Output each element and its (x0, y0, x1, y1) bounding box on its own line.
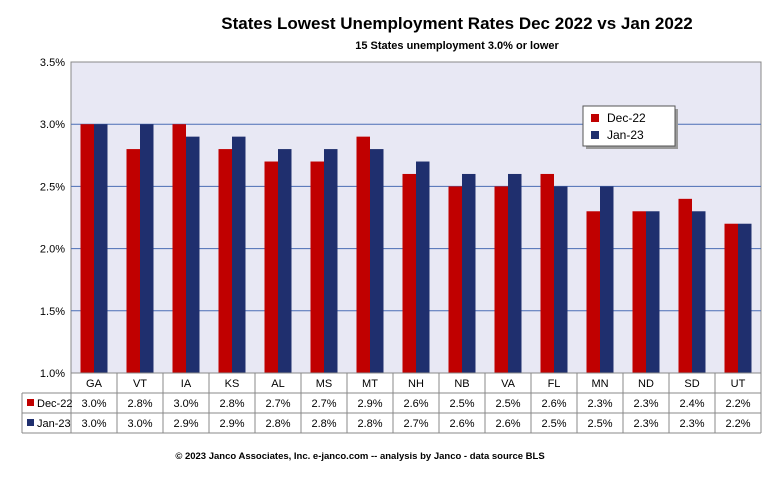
bar-Dec-22-FL (540, 173, 554, 373)
bar-Dec-22-GA (80, 124, 94, 373)
data-label: 2.6% (541, 398, 566, 410)
data-label: 2.3% (587, 398, 612, 410)
legend-label: Jan-23 (607, 128, 644, 142)
y-tick-label: 2.0% (40, 244, 65, 256)
data-label: 2.7% (265, 398, 290, 410)
legend-label: Dec-22 (607, 111, 646, 125)
bar-Jan-23-VA (508, 173, 522, 373)
bar-Dec-22-MT (356, 136, 370, 373)
bar-Dec-22-VT (126, 149, 140, 373)
bar-Jan-23-ND (646, 211, 660, 373)
bar-Jan-23-NB (462, 173, 476, 373)
y-tick-label: 3.0% (40, 119, 65, 131)
bar-Jan-23-IA (186, 136, 200, 373)
data-label: 2.8% (357, 418, 382, 430)
bar-Jan-23-AL (278, 149, 292, 373)
y-tick-label: 2.5% (40, 181, 65, 193)
table-series-label: Dec-22 (37, 398, 72, 410)
x-tick-label: ND (638, 378, 654, 390)
x-tick-label: NH (408, 378, 424, 390)
data-label: 2.6% (495, 418, 520, 430)
legend-key-Dec-22 (591, 114, 599, 122)
x-tick-label: KS (225, 378, 240, 390)
x-tick-label: MS (316, 378, 333, 390)
legend-box (582, 105, 676, 147)
x-tick-label: GA (86, 378, 103, 390)
bar-Jan-23-MN (600, 186, 614, 373)
bar-Jan-23-GA (94, 124, 108, 373)
bar-Dec-22-KS (218, 149, 232, 373)
bar-Jan-23-UT (738, 223, 752, 373)
bar-Dec-22-UT (724, 223, 738, 373)
data-label: 2.7% (403, 418, 428, 430)
data-label: 2.5% (449, 398, 474, 410)
chart-subtitle: 15 States unemployment 3.0% or lower (355, 40, 559, 52)
data-label: 2.2% (725, 418, 750, 430)
bar-Dec-22-IA (172, 124, 186, 373)
data-label: 2.6% (403, 398, 428, 410)
data-label: 2.8% (265, 418, 290, 430)
y-tick-label: 3.5% (40, 57, 65, 69)
data-label: 2.8% (311, 418, 336, 430)
x-tick-label: MN (591, 378, 608, 390)
bar-Jan-23-MS (324, 149, 338, 373)
x-tick-label: IA (181, 378, 192, 390)
bar-Jan-23-VT (140, 124, 154, 373)
legend: Dec-22 Jan-23 (582, 105, 678, 149)
data-label: 2.3% (633, 398, 658, 410)
data-label: 2.9% (173, 418, 198, 430)
bar-Jan-23-FL (554, 186, 568, 373)
bar-Dec-22-NB (448, 186, 462, 373)
x-tick-label: VA (501, 378, 516, 390)
x-tick-label: NB (454, 378, 469, 390)
data-label: 2.9% (219, 418, 244, 430)
bar-Dec-22-SD (678, 198, 692, 373)
data-label: 2.7% (311, 398, 336, 410)
x-tick-label: UT (731, 378, 746, 390)
x-tick-label: MT (362, 378, 378, 390)
x-tick-label: AL (271, 378, 284, 390)
y-tick-label: 1.5% (40, 306, 65, 318)
bar-Jan-23-NH (416, 161, 430, 373)
bar-Dec-22-ND (632, 211, 646, 373)
bar-Dec-22-VA (494, 186, 508, 373)
chart-footer: © 2023 Janco Associates, Inc. e-janco.co… (175, 451, 544, 462)
plot-area: 1.0% 1.5% 2.0% 2.5% 3.0% 3.5% (40, 57, 762, 380)
data-table: GA VT IA KS AL MS MT NH NB VA FL MN ND SD UT Dec-22 3.0%… (21, 372, 762, 434)
bar-Jan-23-SD (692, 211, 706, 373)
data-label: 2.2% (725, 398, 750, 410)
data-label: 2.9% (357, 398, 382, 410)
bar-Jan-23-KS (232, 136, 246, 373)
data-label: 3.0% (81, 418, 106, 430)
table-key-Dec-22 (27, 399, 34, 406)
data-label: 2.8% (127, 398, 152, 410)
data-label: 2.6% (449, 418, 474, 430)
data-label: 2.5% (541, 418, 566, 430)
bar-Dec-22-NH (402, 173, 416, 373)
bar-Dec-22-MS (310, 161, 324, 373)
legend-key-Jan-23 (591, 131, 599, 139)
data-label: 2.8% (219, 398, 244, 410)
data-label: 3.0% (173, 398, 198, 410)
y-tick-label: 1.0% (40, 368, 65, 380)
x-tick-label: FL (548, 378, 561, 390)
bar-Dec-22-AL (264, 161, 278, 373)
data-label: 2.3% (679, 418, 704, 430)
table-series-label: Jan-23 (37, 418, 71, 430)
data-label: 2.3% (633, 418, 658, 430)
bar-Dec-22-MN (586, 211, 600, 373)
data-label: 2.4% (679, 398, 704, 410)
data-label: 3.0% (81, 398, 106, 410)
table-key-Jan-23 (27, 419, 34, 426)
data-label: 3.0% (127, 418, 152, 430)
x-tick-label: VT (133, 378, 147, 390)
chart-title: States Lowest Unemployment Rates Dec 202… (221, 14, 693, 33)
data-label: 2.5% (587, 418, 612, 430)
data-label: 2.5% (495, 398, 520, 410)
bar-Jan-23-MT (370, 149, 384, 373)
x-tick-label: SD (684, 378, 699, 390)
